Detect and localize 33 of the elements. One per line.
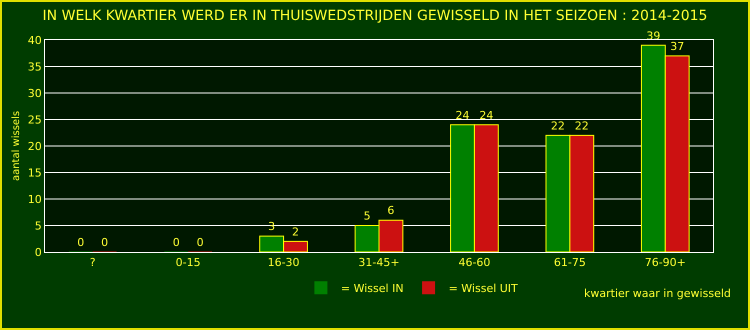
data-label: 5 — [364, 210, 371, 222]
y-tick-label: 35 — [28, 60, 42, 74]
x-axis-title: kwartier waar in gewisseld — [584, 287, 731, 300]
y-tick-label: 10 — [28, 192, 42, 206]
data-label: 0 — [77, 236, 84, 249]
data-label: 24 — [456, 108, 470, 122]
data-label: 0 — [101, 236, 108, 249]
x-tick-label: 16-30 — [268, 256, 300, 270]
y-tick-label: 15 — [28, 166, 42, 180]
x-tick-label: 46-60 — [458, 256, 490, 270]
x-tick-label: ? — [90, 256, 96, 270]
x-tick-label: 76-90+ — [644, 256, 686, 270]
chart-title: IN WELK KWARTIER WERD ER IN THUISWEDSTRIJDEN GEWISSELD IN HET SEIZOEN : 2014-2015 — [42, 8, 708, 24]
data-label: 2 — [292, 225, 299, 238]
data-label: 24 — [479, 108, 494, 122]
data-label: 22 — [550, 119, 565, 132]
x-tick-label: 31-45+ — [358, 256, 400, 270]
data-label: 0 — [172, 236, 180, 249]
legend-label: = Wissel IN — [340, 282, 404, 295]
y-tick-label: 5 — [34, 219, 42, 232]
data-label: 37 — [670, 40, 684, 53]
x-tick-label: 61-75 — [554, 256, 586, 270]
y-tick-label: 40 — [28, 34, 42, 47]
y-tick-label: 20 — [28, 140, 42, 153]
data-label: 22 — [574, 119, 589, 132]
x-tick-label: 0-15 — [176, 256, 201, 270]
y-axis-title: aantal wissels — [10, 110, 22, 182]
data-label: 0 — [196, 236, 204, 249]
legend-label: = Wissel UIT — [448, 282, 518, 295]
data-label: 6 — [387, 204, 394, 218]
y-tick-label: 30 — [28, 86, 42, 100]
y-tick-label: 25 — [28, 113, 42, 126]
y-tick-label: 0 — [34, 246, 42, 259]
